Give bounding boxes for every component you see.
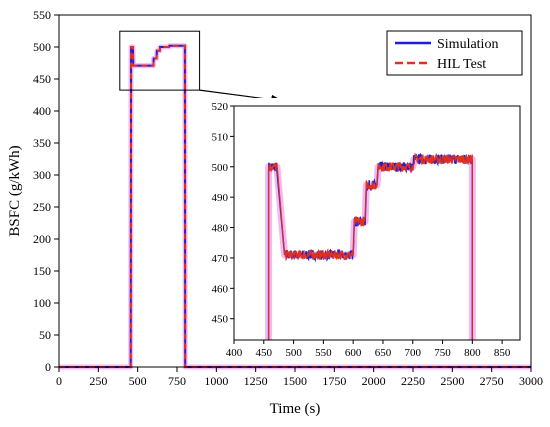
inset-x-tick-label: 650 <box>375 347 392 359</box>
y-tick-label: 400 <box>33 104 51 118</box>
inset-plot-frame <box>233 105 521 341</box>
y-tick-label: 550 <box>33 8 51 22</box>
x-tick-label: 500 <box>129 374 147 388</box>
x-tick-label: 2250 <box>401 374 425 388</box>
inset-series-lines <box>265 152 476 340</box>
inset-x-tick-label: 600 <box>345 347 362 359</box>
x-tick-label: 1750 <box>322 374 346 388</box>
y-tick-label: 100 <box>33 296 51 310</box>
inset-y-tick-label: 490 <box>212 192 229 204</box>
inset-y-tick-label: 470 <box>212 253 229 265</box>
y-tick-label: 0 <box>45 360 51 374</box>
legend-label-hil-test: HIL Test <box>437 57 486 72</box>
x-tick-label: 3000 <box>519 374 543 388</box>
inset-x-tick-label: 450 <box>256 347 273 359</box>
inset-y-tick-label: 450 <box>212 314 229 326</box>
main-y-ticks: 0 50 100 150 200 250 300 350 400 450 500 550 <box>33 8 59 374</box>
main-series-lines <box>59 43 531 370</box>
inset-x-tick-label: 850 <box>494 347 511 359</box>
y-tick-label: 250 <box>33 200 51 214</box>
x-tick-label: 2750 <box>480 374 504 388</box>
x-tick-label: 0 <box>56 374 62 388</box>
inset-y-tick-label: 480 <box>212 223 229 235</box>
inset-y-tick-label: 500 <box>212 162 229 174</box>
inset-background <box>200 98 526 362</box>
y-tick-label: 350 <box>33 136 51 150</box>
inset-y-tick-label: 510 <box>212 131 229 143</box>
inset-x-tick-label: 700 <box>405 347 422 359</box>
x-tick-label: 1000 <box>204 374 228 388</box>
inset-line-hil-test <box>268 152 473 340</box>
y-tick-label: 500 <box>33 40 51 54</box>
y-tick-label: 200 <box>33 232 51 246</box>
inset-x-tick-label: 800 <box>464 347 481 359</box>
y-tick-label: 150 <box>33 264 51 278</box>
x-tick-label: 1500 <box>283 374 307 388</box>
zoom-region-box <box>119 30 201 91</box>
x-tick-label: 2500 <box>440 374 464 388</box>
inset-x-tick-label: 550 <box>315 347 332 359</box>
y-tick-label: 300 <box>33 168 51 182</box>
x-tick-label: 1250 <box>244 374 268 388</box>
inset-x-tick-label: 750 <box>434 347 451 359</box>
inset-x-tick-label: 400 <box>226 347 243 359</box>
inset-line-simulation <box>267 152 473 340</box>
legend-box <box>386 30 523 76</box>
main-x-ticks: 0 250 500 750 1000 1250 1500 1750 2000 2250 2500 27… <box>56 367 543 388</box>
x-tick-label: 750 <box>168 374 186 388</box>
legend-label-simulation: Simulation <box>437 37 498 52</box>
main-plot: 0 250 500 750 1000 1250 1500 1750 2000 2250 2500 27… <box>7 8 543 417</box>
inset-x-tick-label: 500 <box>285 347 302 359</box>
inset-plot: 400 450 500 550 600 650 700 750 800 850 450 460 470… <box>200 98 526 362</box>
y-axis-title: BSFC (g/kWh) <box>7 145 23 236</box>
series-line-hil-test <box>59 44 531 368</box>
inset-y-tick-label: 520 <box>212 101 229 113</box>
x-tick-label: 2000 <box>362 374 386 388</box>
x-tick-label: 250 <box>89 374 107 388</box>
x-axis-title: Time (s) <box>270 401 321 417</box>
y-tick-label: 50 <box>39 328 51 342</box>
inset-y-ticks: 450 460 470 480 490 500 510 520 <box>212 101 234 326</box>
inset-x-ticks: 400 450 500 550 600 650 700 750 800 850 <box>226 340 511 359</box>
y-tick-label: 450 <box>33 72 51 86</box>
inset-y-tick-label: 460 <box>212 283 229 295</box>
legend: Simulation HIL Test <box>386 30 523 76</box>
